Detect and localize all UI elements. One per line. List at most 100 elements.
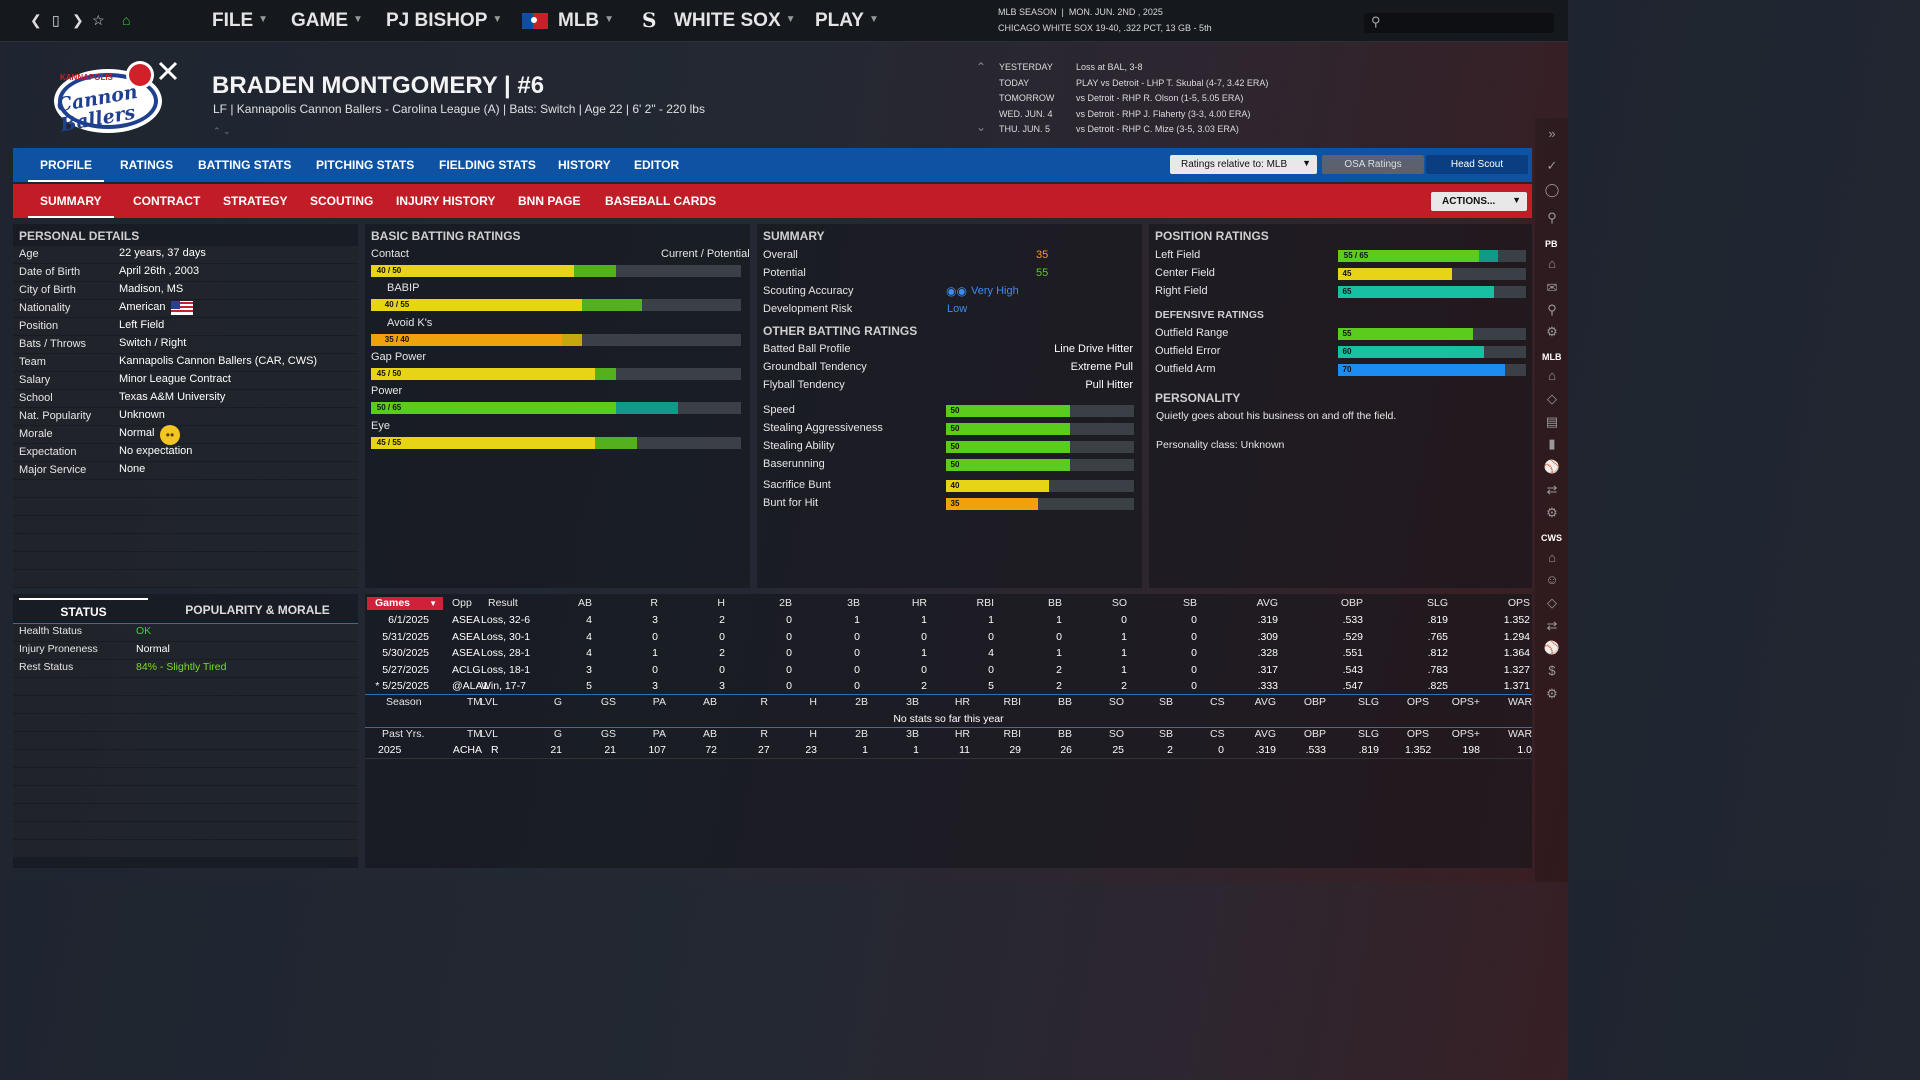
game-log-cell: 3 <box>652 680 658 692</box>
batting-rating-label: Gap Power <box>371 351 427 363</box>
up-down-icon[interactable]: ⌃ ⌄ <box>213 126 231 136</box>
trade-icon[interactable]: ⇄ <box>1546 618 1558 633</box>
tab-baseball-cards[interactable]: BASEBALL CARDS <box>605 194 717 208</box>
game-log-cell: .765 <box>1427 630 1448 643</box>
season-header: AB <box>702 696 717 708</box>
game-log-cell: .783 <box>1427 663 1448 676</box>
game-log-cell: 5 <box>988 680 994 692</box>
news-icon[interactable]: ▤ <box>1545 414 1559 429</box>
collapse-icon[interactable]: » <box>1548 126 1556 141</box>
position-ratings-panel <box>1149 224 1532 588</box>
tab-popularity-morale[interactable]: POPULARITY & MORALE <box>185 603 330 617</box>
trade-icon[interactable]: ⇄ <box>1546 482 1558 497</box>
dollar-icon[interactable]: $ <box>1548 663 1556 678</box>
past-years-header: GS <box>600 728 616 740</box>
personal-label: Date of Birth <box>19 266 81 278</box>
personal-value: Switch / Right <box>119 337 187 349</box>
search-icon[interactable]: ⚲ <box>1547 302 1557 317</box>
head-scout-toggle[interactable]: Head Scout <box>1426 155 1528 174</box>
diamond-icon[interactable]: ◇ <box>1547 595 1557 610</box>
check-icon[interactable]: ✓ <box>1546 158 1558 173</box>
game-log-cell: .543 <box>1342 663 1363 676</box>
page-icon[interactable]: ▯ <box>52 12 60 28</box>
overall-value: 35 <box>1036 249 1049 261</box>
home-icon[interactable]: ⌂ <box>1548 256 1556 271</box>
right-sidebar: » ✓ ◯ ⚲ PB ⌂ ✉ ⚲ ⚙ MLB ⌂ ◇ ▤ ▮ ⚾ ⇄ ⚙ CWS… <box>1535 118 1568 882</box>
back-icon[interactable]: ❮ <box>30 12 42 28</box>
table-divider <box>365 758 1532 759</box>
tab-strategy[interactable]: STRATEGY <box>223 194 288 208</box>
gear-icon[interactable]: ⚙ <box>1546 324 1558 339</box>
potential-value: 55 <box>1036 267 1049 279</box>
status-value: Normal <box>136 643 170 655</box>
batting-rating-label: Eye <box>371 420 390 432</box>
menu-white-sox[interactable]: WHITE SOX ▼ <box>674 10 796 31</box>
season-header: OPS <box>1406 696 1429 708</box>
gear-icon[interactable]: ⚙ <box>1546 505 1558 520</box>
tab-fielding-stats[interactable]: FIELDING STATS <box>439 158 536 172</box>
rating-bar-current <box>1356 268 1452 280</box>
star-icon[interactable]: ☆ <box>92 12 105 28</box>
season-header: H <box>809 696 817 708</box>
home-icon[interactable]: ⌂ <box>1548 550 1556 565</box>
game-log-cell: 2 <box>921 680 927 692</box>
mail-icon[interactable]: ✉ <box>1546 280 1558 295</box>
menu-file[interactable]: FILE ▼ <box>212 10 269 31</box>
tab-injury-history[interactable]: INJURY HISTORY <box>396 194 496 208</box>
game-log-cell: 0 <box>854 630 860 643</box>
game-log-cell: 0 <box>1191 663 1197 676</box>
forward-icon[interactable]: ❯ <box>72 12 84 28</box>
defensive-rating-label: Outfield Error <box>1155 345 1221 357</box>
roster-icon[interactable]: ☺ <box>1545 572 1559 587</box>
tab-batting-stats[interactable]: BATTING STATS <box>198 158 292 172</box>
ratings-relative-select[interactable]: Ratings relative to: MLB ▼ <box>1170 155 1317 174</box>
tab-contract[interactable]: CONTRACT <box>133 194 201 208</box>
tab-bnn-page[interactable]: BNN PAGE <box>518 194 581 208</box>
tab-profile[interactable]: PROFILE <box>27 158 105 182</box>
past-years-header: PA <box>652 728 666 740</box>
rating-badge: 40 <box>946 480 964 492</box>
osa-ratings-toggle[interactable]: OSA Ratings <box>1322 155 1424 174</box>
past-years-cell: .319 <box>1255 744 1276 756</box>
game-log-cell: ASEA <box>452 647 481 659</box>
search-input[interactable]: ⚲ <box>1364 13 1554 33</box>
game-log-header: SB <box>1182 597 1197 609</box>
baseball-icon[interactable]: ⚾ <box>1543 640 1561 655</box>
actions-button[interactable]: ACTIONS... ▼ <box>1431 192 1527 211</box>
menu-mlb[interactable]: MLB ▼ <box>558 10 615 31</box>
rating-bar-current <box>1374 250 1479 262</box>
menu-manager[interactable]: PJ BISHOP ▼ <box>386 10 503 31</box>
past-years-header: HR <box>954 728 970 740</box>
tab-pitching-stats[interactable]: PITCHING STATS <box>316 158 415 172</box>
game-log-cell: 0 <box>652 663 658 676</box>
home-icon[interactable]: ⌂ <box>1548 368 1556 383</box>
personal-label: City of Birth <box>19 284 76 296</box>
gear-icon[interactable]: ⚙ <box>1546 686 1558 701</box>
chart-icon[interactable]: ▮ <box>1548 436 1556 451</box>
speed-rating-label: Stealing Aggressiveness <box>763 422 883 434</box>
tab-status[interactable]: STATUS <box>19 598 148 623</box>
defensive-rating-label: Outfield Range <box>1155 327 1229 339</box>
tab-summary[interactable]: SUMMARY <box>28 194 114 218</box>
tab-ratings[interactable]: RATINGS <box>120 158 174 172</box>
globe-icon[interactable]: ◯ <box>1544 182 1560 197</box>
menu-game[interactable]: GAME ▼ <box>291 10 363 31</box>
speed-rating-label: Sacrifice Bunt <box>763 479 831 491</box>
diamond-icon[interactable]: ◇ <box>1547 391 1557 406</box>
season-header: SB <box>1158 696 1173 708</box>
home-icon[interactable]: ⌂ <box>122 12 131 28</box>
tab-editor[interactable]: EDITOR <box>634 158 680 172</box>
baseball-icon[interactable]: ⚾ <box>1543 459 1561 474</box>
games-dropdown[interactable]: Games ▼ <box>367 597 443 610</box>
game-log-cell: 0 <box>1056 630 1062 643</box>
rating-bar-current <box>1356 364 1505 376</box>
schedule-up-icon[interactable]: ⌃ <box>976 60 987 74</box>
tab-history[interactable]: HISTORY <box>558 158 611 172</box>
game-log-cell: 2 <box>1056 663 1062 676</box>
sidebar-cws-label: CWS <box>1541 533 1562 543</box>
location-icon[interactable]: ⚲ <box>1547 210 1557 225</box>
rating-bar-current <box>964 459 1070 471</box>
menu-play[interactable]: PLAY ▼ <box>815 10 879 31</box>
tab-scouting[interactable]: SCOUTING <box>310 194 374 208</box>
schedule-down-icon[interactable]: ⌄ <box>976 120 987 134</box>
